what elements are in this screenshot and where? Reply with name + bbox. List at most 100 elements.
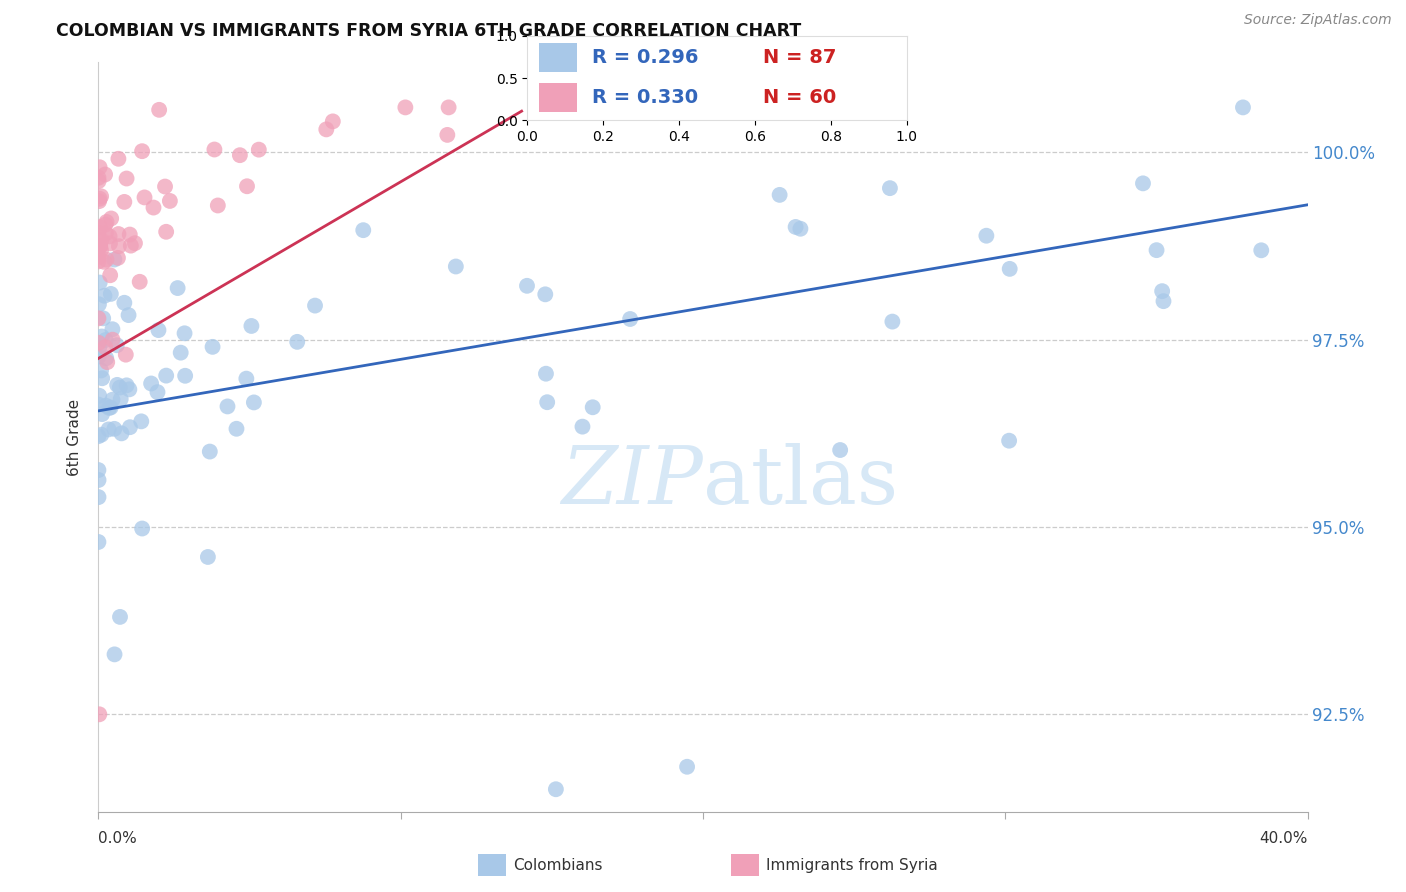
Point (247, 143, 270, 157)
Point (89, 389, 111, 403)
Point (87, 239, 110, 253)
Point (108, 239, 131, 253)
Point (103, 422, 125, 436)
Point (91, 407, 114, 421)
Text: Immigrants from Syria: Immigrants from Syria (766, 858, 938, 872)
Point (352, 223, 374, 237)
Point (155, 368, 177, 383)
Point (96, 351, 118, 366)
Point (1250, 244, 1272, 258)
Point (225, 422, 247, 436)
Point (1152, 284, 1174, 298)
Point (159, 194, 181, 208)
Point (134, 190, 156, 204)
Point (120, 238, 142, 252)
Point (243, 395, 266, 409)
Point (98, 268, 121, 283)
Point (1132, 177, 1154, 191)
Point (87, 174, 110, 188)
Point (89, 239, 111, 253)
Point (98, 401, 121, 415)
Point (115, 171, 138, 186)
Text: N = 87: N = 87 (762, 48, 837, 67)
Point (240, 318, 263, 333)
Point (87, 250, 110, 264)
Point (676, 760, 699, 774)
Point (87, 473, 110, 487)
Point (89, 276, 111, 290)
Point (114, 348, 136, 362)
Text: 0.0%: 0.0% (98, 831, 138, 846)
Point (87, 535, 110, 549)
Point (129, 414, 152, 428)
Point (87, 194, 110, 209)
Point (107, 251, 129, 265)
Point (94, 218, 117, 232)
Point (87, 335, 110, 350)
Point (768, 187, 790, 202)
Point (90, 189, 112, 203)
Point (94, 168, 117, 182)
Point (976, 228, 998, 243)
Point (534, 367, 557, 381)
Point (174, 368, 197, 383)
Point (87, 490, 110, 504)
Point (93, 289, 115, 303)
Text: Source: ZipAtlas.com: Source: ZipAtlas.com (1244, 13, 1392, 28)
Point (229, 148, 252, 162)
Point (785, 219, 807, 234)
Point (146, 385, 169, 400)
Point (107, 152, 129, 166)
Point (89, 220, 111, 235)
Point (98, 229, 121, 244)
Point (108, 610, 131, 624)
Text: 40.0%: 40.0% (1260, 831, 1308, 846)
Point (101, 333, 124, 347)
Point (89, 239, 111, 253)
Text: Colombians: Colombians (513, 858, 603, 872)
Y-axis label: 6th Grade: 6th Grade (67, 399, 83, 475)
Point (94, 399, 117, 413)
FancyBboxPatch shape (538, 44, 576, 72)
Text: atlas: atlas (703, 443, 898, 521)
Point (89, 192, 111, 206)
Point (101, 322, 124, 336)
Text: R = 0.296: R = 0.296 (592, 48, 699, 67)
Point (94, 227, 117, 241)
Point (87, 239, 110, 253)
Point (98, 236, 121, 251)
Point (107, 227, 129, 241)
Text: COLOMBIAN VS IMMIGRANTS FROM SYRIA 6TH GRADE CORRELATION CHART: COLOMBIAN VS IMMIGRANTS FROM SYRIA 6TH G… (56, 22, 801, 40)
Point (315, 122, 337, 136)
Point (998, 434, 1021, 448)
Point (101, 392, 124, 407)
Point (87, 429, 110, 443)
Point (89, 707, 111, 722)
Point (789, 221, 811, 235)
Point (155, 225, 177, 239)
Point (87, 398, 110, 412)
Point (142, 201, 165, 215)
Point (90, 233, 112, 247)
Point (201, 340, 224, 354)
Point (571, 419, 593, 434)
Point (108, 380, 131, 394)
Text: N = 60: N = 60 (762, 88, 835, 107)
Point (285, 334, 308, 349)
Point (96, 215, 118, 229)
Point (1153, 294, 1175, 309)
Point (516, 278, 538, 293)
Point (90, 243, 112, 257)
Point (96, 355, 118, 369)
Point (94, 333, 117, 347)
Point (1146, 243, 1168, 257)
Point (322, 114, 344, 128)
Point (998, 261, 1021, 276)
Point (197, 549, 219, 564)
Point (87, 170, 110, 185)
Point (534, 287, 557, 301)
Point (89, 341, 111, 355)
Point (89, 160, 111, 174)
Point (105, 338, 128, 352)
Point (235, 371, 257, 385)
